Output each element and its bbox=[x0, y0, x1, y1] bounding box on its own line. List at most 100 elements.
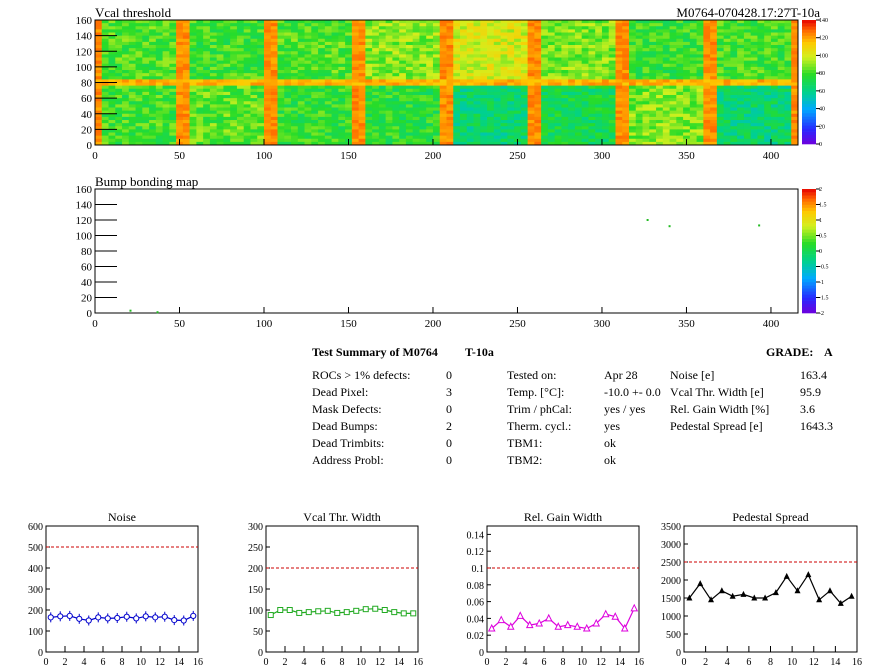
heatmap-cell bbox=[250, 116, 258, 121]
heatmap-cell bbox=[554, 60, 562, 65]
heatmap-cell bbox=[372, 41, 380, 46]
heatmap-cell bbox=[385, 85, 393, 90]
heatmap-cell bbox=[642, 41, 650, 46]
heatmap-cell bbox=[101, 76, 109, 80]
heatmap-cell bbox=[561, 104, 569, 108]
heatmap-cell bbox=[554, 104, 562, 108]
heatmap-cell bbox=[345, 120, 353, 124]
heatmap-cell bbox=[297, 113, 305, 118]
heatmap-cell bbox=[358, 91, 366, 96]
heatmap-cell bbox=[514, 23, 522, 27]
heatmap-cell bbox=[581, 63, 589, 68]
heatmap-cell bbox=[432, 141, 441, 146]
heatmap-cell bbox=[216, 79, 224, 83]
heatmap-cell bbox=[595, 32, 603, 37]
heatmap-cell bbox=[574, 85, 583, 90]
heatmap-cell bbox=[527, 91, 535, 96]
heatmap-cell bbox=[155, 126, 163, 130]
heatmap-cell bbox=[257, 26, 265, 30]
heatmap-cell bbox=[108, 110, 116, 115]
heatmap-cell bbox=[683, 113, 691, 118]
heatmap-cell bbox=[493, 88, 501, 93]
heatmap-cell bbox=[284, 126, 292, 130]
heatmap-cell bbox=[777, 110, 785, 115]
heatmap-cell bbox=[527, 32, 535, 37]
heatmap-cell bbox=[669, 132, 677, 137]
heatmap-cell bbox=[203, 51, 211, 55]
heatmap-cell bbox=[365, 20, 373, 24]
heatmap-cell bbox=[507, 60, 515, 65]
heatmap-cell bbox=[635, 73, 643, 77]
heatmap-cell bbox=[236, 35, 245, 40]
heatmap-cell bbox=[135, 104, 143, 108]
heatmap-cell bbox=[412, 101, 420, 105]
heatmap-cell bbox=[399, 91, 407, 96]
heatmap-cell bbox=[473, 45, 481, 49]
heatmap-cell bbox=[534, 79, 542, 83]
heatmap-cell bbox=[182, 45, 191, 49]
heatmap-cell bbox=[500, 129, 508, 133]
heatmap-cell bbox=[101, 141, 109, 146]
heatmap-cell bbox=[412, 98, 420, 102]
heatmap-cell bbox=[676, 138, 684, 143]
heatmap-cell bbox=[480, 85, 488, 90]
heatmap-cell bbox=[764, 104, 772, 108]
heatmap-cell bbox=[297, 88, 305, 93]
heatmap-cell bbox=[203, 104, 211, 108]
heatmap-cell bbox=[791, 113, 799, 118]
heatmap-cell bbox=[351, 138, 360, 143]
heatmap-cell bbox=[439, 104, 447, 108]
heatmap-cell bbox=[426, 98, 434, 102]
gain-width-point bbox=[506, 622, 515, 630]
heatmap-cell bbox=[642, 135, 650, 140]
heatmap-cell bbox=[291, 48, 299, 52]
heatmap-cell bbox=[216, 129, 224, 133]
heatmap-cell bbox=[791, 110, 799, 115]
heatmap-cell bbox=[466, 98, 474, 102]
heatmap-cell bbox=[270, 79, 278, 83]
heatmap-cell bbox=[263, 82, 272, 87]
heatmap-cell bbox=[716, 23, 725, 27]
heatmap-cell bbox=[432, 82, 441, 87]
y-tick-label: 200 bbox=[28, 606, 43, 617]
heatmap-cell bbox=[304, 38, 312, 43]
heatmap-cell bbox=[642, 70, 650, 74]
heatmap-cell bbox=[480, 70, 488, 74]
heatmap-cell bbox=[757, 32, 765, 37]
heatmap-cell bbox=[128, 57, 136, 62]
heatmap-cell bbox=[574, 138, 583, 143]
heatmap-cell bbox=[250, 126, 258, 130]
heatmap-cell bbox=[115, 126, 123, 130]
heatmap-cell bbox=[595, 107, 603, 112]
heatmap-cell bbox=[223, 141, 231, 146]
heatmap-cell bbox=[284, 20, 292, 24]
heatmap-cell bbox=[108, 82, 116, 87]
heatmap-cell bbox=[453, 85, 461, 90]
heatmap-cell bbox=[710, 123, 718, 127]
vcal-width-point bbox=[353, 607, 360, 614]
heatmap-cell bbox=[257, 141, 265, 146]
heatmap-cell bbox=[764, 63, 772, 68]
heatmap-cell bbox=[432, 95, 441, 99]
heatmap-cell bbox=[520, 66, 529, 71]
heatmap-cell bbox=[649, 76, 657, 80]
heatmap-cell bbox=[784, 45, 792, 49]
heatmap-cell bbox=[122, 110, 130, 115]
heatmap-cell bbox=[791, 66, 799, 71]
heatmap-cell bbox=[656, 60, 664, 65]
heatmap-cell bbox=[453, 95, 461, 99]
heatmap-cell bbox=[284, 101, 292, 105]
heatmap-cell bbox=[750, 98, 758, 102]
heatmap-cell bbox=[351, 20, 360, 24]
heatmap-cell bbox=[534, 85, 542, 90]
heatmap-cell bbox=[291, 29, 299, 33]
heatmap-cell bbox=[324, 126, 332, 130]
heatmap-cell bbox=[514, 129, 522, 133]
heatmap-cell bbox=[250, 98, 258, 102]
heatmap-cell bbox=[716, 76, 725, 80]
heatmap-cell bbox=[514, 70, 522, 74]
heatmap-cell bbox=[284, 79, 292, 83]
heatmap-cell bbox=[507, 113, 515, 118]
heatmap-cell bbox=[615, 120, 623, 124]
heatmap-cell bbox=[277, 79, 285, 83]
